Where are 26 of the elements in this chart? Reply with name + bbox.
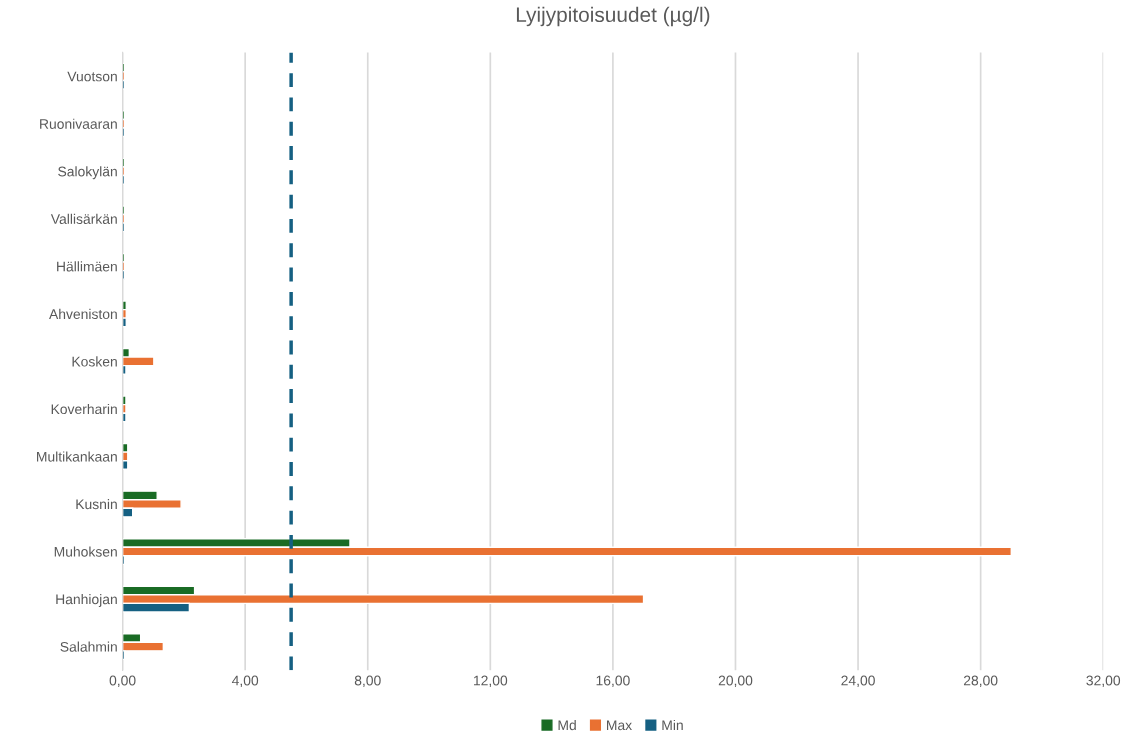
legend-label: Min	[662, 719, 683, 730]
x-tick-label: 0,00	[109, 675, 136, 688]
legend-label: Max	[607, 720, 632, 731]
x-tick-label: 12,00	[474, 675, 508, 688]
y-tick-label: Kosken	[72, 356, 117, 367]
y-tick-label: Ahveniston	[49, 308, 117, 320]
x-tick-label: 16,00	[596, 675, 630, 688]
x-tick-label: 24,00	[841, 675, 875, 688]
y-tick-label: Salahmin	[60, 641, 117, 652]
y-tick-label: Koverharin	[51, 403, 117, 415]
y-tick-label: Hanhiojan	[56, 594, 117, 607]
x-tick-label: 32,00	[1086, 675, 1121, 688]
y-tick-label: Vuotson	[67, 71, 117, 82]
legend-label: Md	[558, 719, 576, 731]
x-tick-label: 8,00	[354, 675, 381, 688]
y-tick-label: Multikankaan	[37, 451, 117, 462]
chart-title: Lyijypitoisuudet (µg/l)	[516, 6, 710, 27]
y-tick-label: Ruonivaaran	[40, 118, 117, 129]
x-tick-label: 20,00	[718, 675, 753, 688]
x-tick-label: 28,00	[963, 675, 998, 688]
y-tick-label: Hällimäen	[57, 261, 117, 272]
y-tick-label: Muhoksen	[54, 546, 117, 557]
y-tick-label: Salokylän	[58, 166, 117, 180]
y-tick-label: Vallisärkän	[50, 213, 117, 224]
y-tick-label: Kusnin	[76, 498, 117, 510]
x-tick-label: 4,00	[231, 675, 259, 688]
